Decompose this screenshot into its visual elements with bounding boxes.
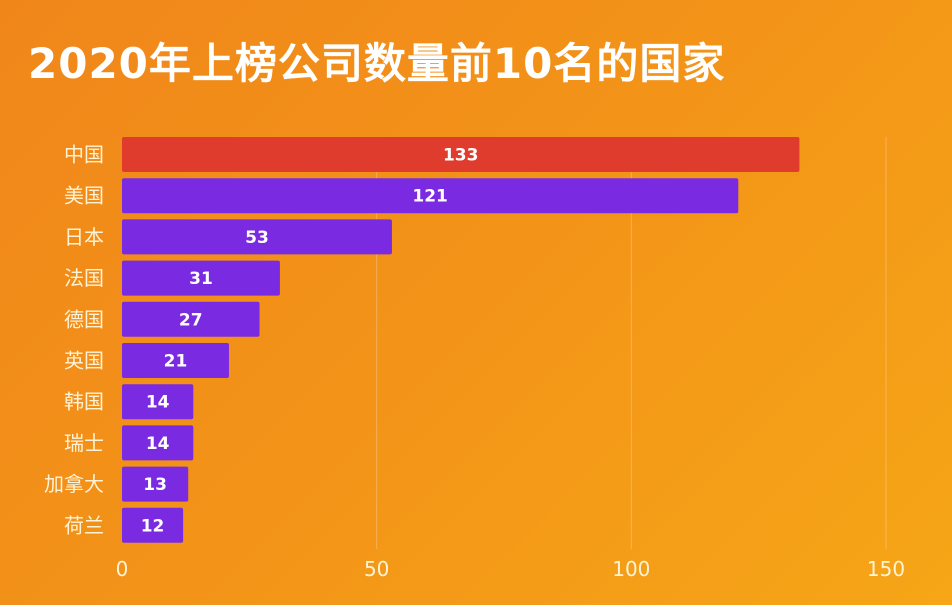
bar xyxy=(122,260,280,296)
data-label: 121 xyxy=(412,187,448,207)
x-tick-label: 100 xyxy=(612,557,650,581)
category-label: 瑞士 xyxy=(64,431,104,455)
category-label: 荷兰 xyxy=(64,513,104,537)
x-tick-label: 150 xyxy=(867,557,905,581)
bar xyxy=(122,384,194,420)
data-label: 21 xyxy=(164,352,188,372)
category-label: 韩国 xyxy=(64,390,104,414)
category-label: 日本 xyxy=(64,225,104,249)
bar xyxy=(122,425,194,461)
data-label: 27 xyxy=(179,310,203,330)
chart-title: 2020年上榜公司数量前10名的国家 xyxy=(28,39,726,88)
data-label: 14 xyxy=(146,393,170,413)
category-label: 法国 xyxy=(64,266,104,290)
bar xyxy=(122,343,229,378)
bar xyxy=(122,507,184,543)
data-label: 53 xyxy=(245,228,269,248)
bar xyxy=(122,178,739,214)
data-label: 14 xyxy=(146,434,170,454)
x-tick-label: 0 xyxy=(116,557,129,581)
bar xyxy=(122,466,189,502)
category-label: 德国 xyxy=(64,307,104,331)
data-label: 31 xyxy=(189,269,213,289)
category-label: 加拿大 xyxy=(44,472,104,496)
x-tick-label: 50 xyxy=(364,557,389,581)
data-label: 133 xyxy=(443,146,479,166)
category-label: 英国 xyxy=(64,349,104,373)
bar xyxy=(122,137,800,172)
category-label: 中国 xyxy=(64,143,104,167)
category-label: 美国 xyxy=(64,184,104,208)
data-label: 12 xyxy=(141,516,165,536)
data-label: 13 xyxy=(143,475,167,495)
bar xyxy=(122,219,392,255)
bar xyxy=(122,301,260,337)
